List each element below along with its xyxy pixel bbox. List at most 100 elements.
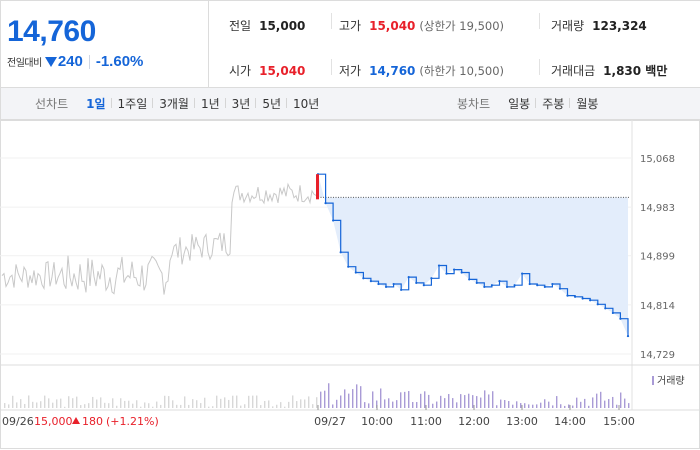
open-spike	[316, 174, 319, 200]
prev-day-series	[1, 182, 317, 295]
volume-bar	[112, 398, 114, 408]
tab-3y[interactable]: 3년	[224, 95, 257, 112]
stat-low: 저가 14,760 (하한가 10,500)	[339, 62, 504, 79]
volume-bar	[492, 391, 494, 408]
volume-bar	[428, 394, 430, 408]
volume-bar	[548, 401, 550, 408]
volume-bar	[444, 398, 446, 408]
volume-bar	[224, 397, 226, 408]
divider	[331, 59, 332, 75]
volume-bar	[64, 406, 66, 408]
stat-sub: (하한가 10,500)	[419, 64, 505, 78]
price-chart: 15,068 14,983 14,899 14,814 14,729 거래량 09/27…	[0, 120, 700, 449]
tab-5y[interactable]: 5년	[255, 95, 287, 112]
price-point	[619, 317, 622, 320]
volume-bar	[192, 399, 194, 408]
volume-bar	[508, 401, 510, 408]
volume-bar	[384, 399, 386, 408]
volume-bar	[236, 395, 238, 408]
volume-bar	[312, 404, 314, 408]
volume-bar	[376, 400, 378, 408]
volume-bar	[180, 404, 182, 408]
tab-1w[interactable]: 1주일	[110, 95, 154, 112]
volume-bar	[128, 400, 130, 408]
tab-weekly[interactable]: 주봉	[535, 95, 570, 112]
stat-value: 1,830 백만	[603, 64, 668, 78]
volume-bar	[160, 404, 162, 408]
stat-open: 시가 15,040	[229, 62, 305, 79]
price-point	[566, 294, 569, 297]
volume-bar	[484, 390, 486, 408]
tab-1y[interactable]: 1년	[193, 95, 226, 112]
volume-bar	[360, 386, 362, 408]
y-axis: 15,068 14,983 14,899 14,814 14,729	[640, 154, 675, 361]
tab-monthly[interactable]: 월봉	[569, 95, 604, 112]
volume-bar	[464, 395, 466, 408]
volume-bar	[408, 391, 410, 408]
volume-bar	[204, 397, 206, 408]
candle-chart-label: 봉차트	[457, 97, 491, 111]
x-tick-label: 10:00	[361, 415, 393, 428]
volume-bar	[560, 404, 562, 408]
volume-bar	[400, 392, 402, 408]
volume-bar	[468, 393, 470, 408]
volume-bar	[124, 400, 126, 408]
volume-bar	[136, 400, 138, 408]
volume-bar	[300, 399, 302, 408]
volume-bar	[608, 399, 610, 408]
tab-3m[interactable]: 3개월	[152, 95, 195, 112]
x-tick-label: 13:00	[506, 415, 538, 428]
volume-bar	[436, 401, 438, 408]
volume-bar	[60, 398, 62, 408]
volume-bar	[268, 400, 270, 408]
volume-bar	[12, 395, 14, 408]
volume-bar	[116, 405, 118, 408]
price-point	[521, 272, 524, 275]
volume-bar	[412, 402, 414, 408]
volume-bar	[88, 403, 90, 408]
volume-bar	[472, 395, 474, 408]
volume-bar	[220, 398, 222, 408]
volume-bar	[380, 388, 382, 408]
up-triangle-icon	[72, 417, 80, 424]
volume-bar	[48, 398, 50, 408]
volume-bar	[44, 395, 46, 408]
volume-bar	[480, 397, 482, 408]
volume-bar	[564, 405, 566, 408]
volume-bar	[536, 404, 538, 408]
volume-bar	[344, 389, 346, 408]
volume-bars: 거래량	[4, 375, 685, 408]
divider	[88, 54, 90, 69]
volume-bar	[340, 395, 342, 408]
price-panel: 14,760 전일대비 240 -1.60%	[1, 1, 209, 87]
volume-bar	[28, 395, 30, 408]
volume-bar	[424, 391, 426, 408]
volume-bar	[276, 404, 278, 408]
tab-10y[interactable]: 10년	[286, 95, 325, 112]
tab-1d[interactable]: 1일	[86, 97, 106, 111]
tab-daily[interactable]: 일봉	[508, 97, 531, 111]
volume-bar	[156, 401, 158, 408]
volume-bar	[292, 395, 294, 408]
prev-day-pct: (+1.21%)	[106, 415, 159, 428]
price-point	[581, 297, 584, 300]
volume-bar	[320, 391, 322, 408]
volume-bar	[316, 397, 318, 408]
divider	[539, 59, 540, 75]
volume-bar	[172, 400, 174, 408]
volume-bar	[580, 401, 582, 408]
stat-prev-close: 전일 15,000	[229, 17, 305, 34]
volume-bar	[520, 403, 522, 408]
volume-legend-label: 거래량	[657, 375, 685, 387]
volume-bar	[272, 406, 274, 408]
volume-bar	[24, 403, 26, 408]
volume-bar	[364, 402, 366, 408]
price-point	[528, 282, 531, 286]
y-tick-label: 14,729	[640, 350, 675, 361]
volume-bar	[96, 399, 98, 408]
price-point	[490, 284, 494, 287]
volume-bar	[392, 401, 394, 408]
volume-bar	[240, 405, 242, 408]
y-tick-label: 14,983	[640, 203, 675, 214]
x-tick-label: 09/27	[314, 415, 346, 428]
